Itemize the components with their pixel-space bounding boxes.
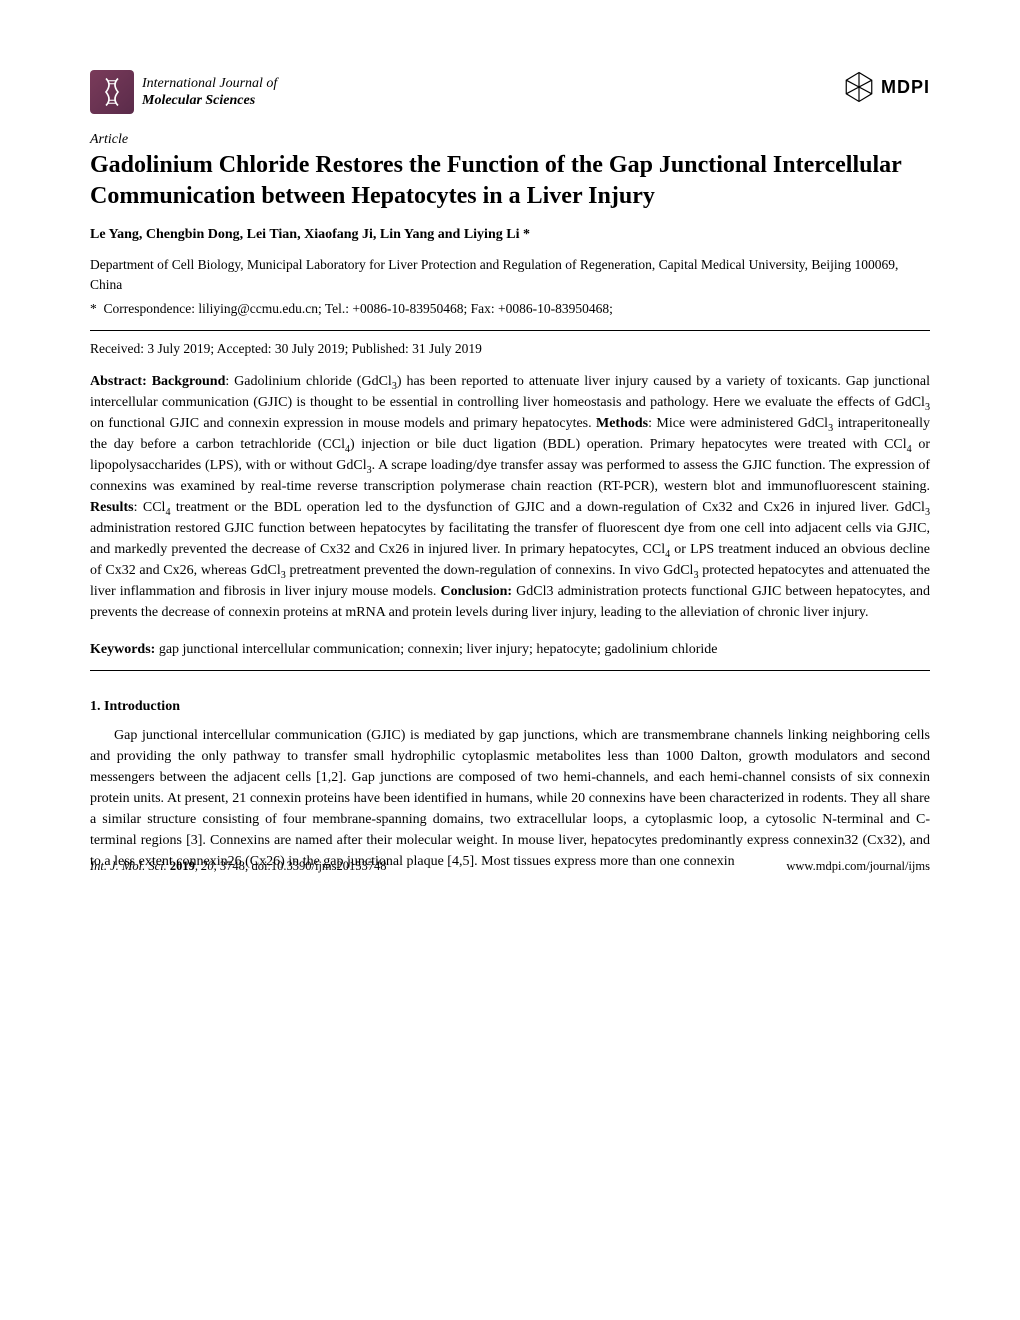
dna-icon — [97, 77, 127, 107]
page: International Journal of Molecular Scien… — [0, 0, 1020, 922]
affiliation: Department of Cell Biology, Municipal La… — [90, 255, 930, 294]
abstract-t12: pretreatment prevented the down-regulati… — [286, 563, 694, 578]
page-footer: Int. J. Mol. Sci. 2019, 20, 3748; doi:10… — [90, 859, 930, 874]
mdpi-hex-icon — [842, 70, 876, 104]
journal-name-line2: Molecular Sciences — [142, 93, 255, 108]
footer-url: www.mdpi.com/journal/ijms — [786, 859, 930, 874]
authors: Le Yang, Chengbin Dong, Lei Tian, Xiaofa… — [90, 227, 930, 243]
footer-rest: , 3748; doi:10.3390/ijms20153748 — [214, 859, 387, 873]
journal-logo-block: International Journal of Molecular Scien… — [90, 70, 277, 114]
abstract-label: Abstract: Background — [90, 374, 225, 389]
keywords-text: gap junctional intercellular communicati… — [155, 642, 717, 657]
abstract-t5: ) injection or bile duct ligation (BDL) … — [350, 437, 907, 452]
footer-year: 2019 — [170, 859, 195, 873]
journal-name-line1: International Journal of — [142, 76, 277, 91]
footer-vol: 20 — [201, 859, 214, 873]
article-type: Article — [90, 132, 930, 148]
publication-dates: Received: 3 July 2019; Accepted: 30 July… — [90, 341, 930, 357]
abstract-t9: treatment or the BDL operation led to th… — [171, 500, 925, 515]
abstract: Abstract: Background: Gadolinium chlorid… — [90, 371, 930, 623]
correspondence: * Correspondence: liliying@ccmu.edu.cn; … — [90, 299, 930, 319]
abstract-t8: : CCl — [134, 500, 166, 515]
section-1-heading: 1. Introduction — [90, 699, 930, 715]
publisher-name: MDPI — [881, 77, 930, 98]
abstract-t0: : Gadolinium chloride (GdCl — [225, 374, 391, 389]
abstract-t3: : Mice were administered GdCl — [648, 416, 828, 431]
abstract-t2: on functional GJIC and connexin expressi… — [90, 416, 596, 431]
separator-bottom — [90, 670, 930, 671]
footer-journal: Int. J. Mol. Sci. — [90, 859, 167, 873]
separator-top — [90, 330, 930, 331]
publisher-logo: MDPI — [842, 70, 930, 104]
header-row: International Journal of Molecular Scien… — [90, 70, 930, 114]
journal-name: International Journal of Molecular Scien… — [142, 75, 277, 110]
article-title: Gadolinium Chloride Restores the Functio… — [90, 150, 930, 211]
sub-3: 3 — [925, 402, 930, 413]
results-label: Results — [90, 500, 134, 515]
ijms-logo-icon — [90, 70, 134, 114]
keywords-label: Keywords: — [90, 642, 155, 657]
keywords: Keywords: gap junctional intercellular c… — [90, 639, 930, 660]
sub-3: 3 — [925, 507, 930, 518]
footer-citation: Int. J. Mol. Sci. 2019, 20, 3748; doi:10… — [90, 859, 387, 874]
intro-paragraph: Gap junctional intercellular communicati… — [90, 725, 930, 872]
methods-label: Methods — [596, 416, 648, 431]
conclusion-label: Conclusion: — [441, 584, 513, 599]
